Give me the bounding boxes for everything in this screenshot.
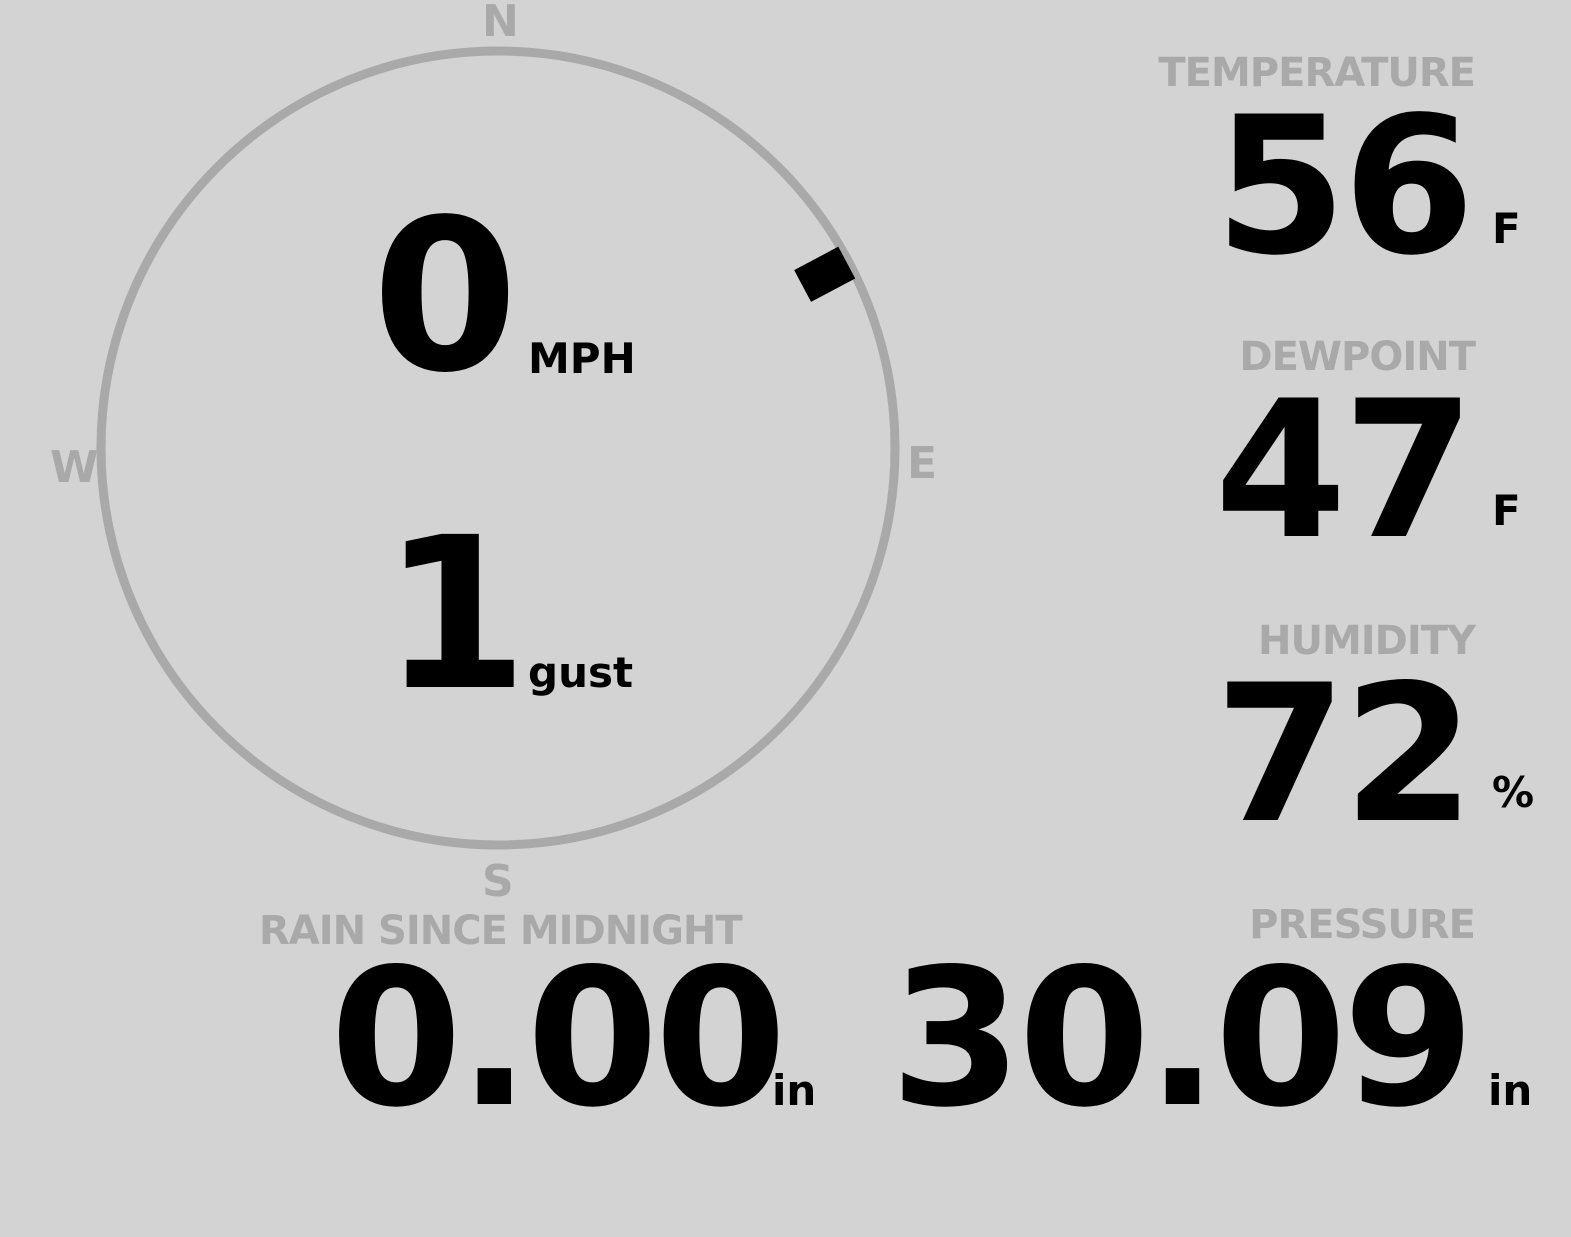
wind-compass <box>96 46 900 850</box>
dewpoint-unit: F <box>1492 486 1521 535</box>
wind-gust-unit: gust <box>528 648 634 697</box>
compass-s: S <box>482 856 514 907</box>
dewpoint-value: 47 <box>1214 360 1475 581</box>
compass-e: E <box>907 438 937 489</box>
pressure-label: PRESSURE <box>1249 902 1476 948</box>
humidity-value: 72 <box>1214 644 1475 865</box>
temperature-unit: F <box>1492 204 1521 253</box>
rain-value: 0.00 <box>330 928 787 1149</box>
pressure-unit: in <box>1488 1066 1533 1115</box>
pressure-value: 30.09 <box>890 928 1475 1149</box>
wind-speed-unit: MPH <box>528 334 636 383</box>
wind-speed-value: 0 <box>372 174 518 419</box>
humidity-label: HUMIDITY <box>1258 618 1476 664</box>
dewpoint-label: DEWPOINT <box>1239 334 1476 380</box>
rain-unit: in <box>772 1066 817 1115</box>
humidity-unit: % <box>1492 768 1535 817</box>
rain-label: RAIN SINCE MIDNIGHT <box>259 908 743 954</box>
compass-ring <box>96 46 900 850</box>
temperature-label: TEMPERATURE <box>1158 50 1476 96</box>
wind-direction-marker <box>794 246 856 302</box>
compass-n: N <box>482 0 519 47</box>
wind-gust-value: 1 <box>382 492 528 737</box>
compass-w: W <box>50 442 99 493</box>
temperature-value: 56 <box>1214 76 1475 297</box>
